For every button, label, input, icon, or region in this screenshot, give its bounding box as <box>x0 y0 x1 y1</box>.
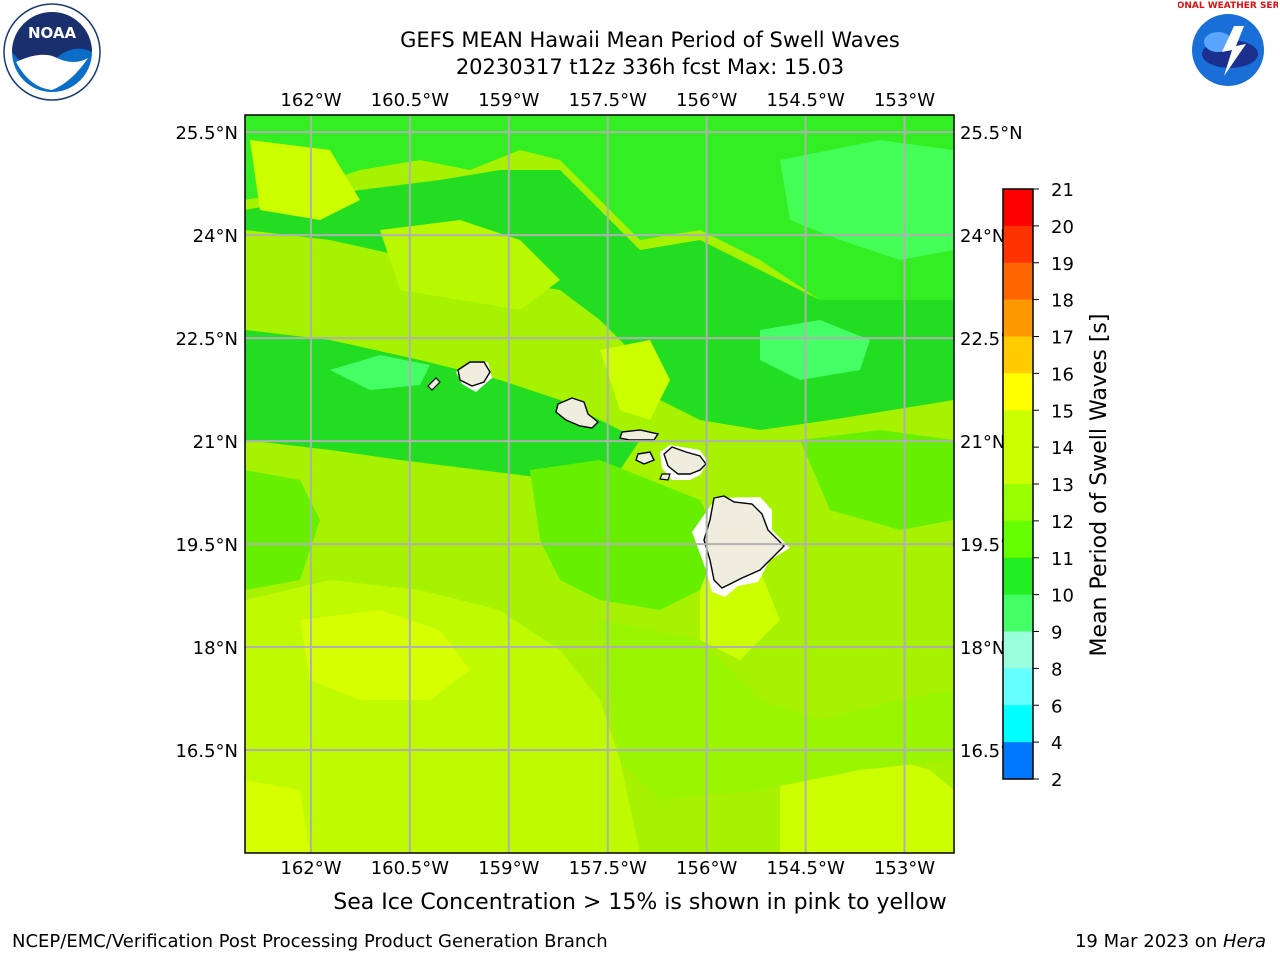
lon-labels-top: 162°W 160.5°W 159°W 157.5°W 156°W 154.5°W 153°… <box>280 90 935 111</box>
lon-tick-label: 153°W <box>874 858 935 879</box>
colorbar-segment <box>1003 484 1033 522</box>
colorbar-segment <box>1003 668 1033 706</box>
lon-tick-label: 162°W <box>280 90 341 111</box>
footer-date: 19 Mar 2023 on Hera <box>1075 931 1266 952</box>
colorbar-tick-label: 14 <box>1051 438 1074 459</box>
swell-period-field <box>245 115 954 853</box>
colorbar-tick-label: 19 <box>1051 254 1074 275</box>
colorbar-tick-label: 21 <box>1051 180 1074 201</box>
colorbar-segment <box>1003 410 1033 448</box>
colorbar-segment <box>1003 262 1033 301</box>
lat-tick-label: 21°N <box>960 432 1005 453</box>
lat-tick-label: 19.5°N <box>175 535 238 556</box>
colorbar-tick-label: 11 <box>1051 549 1074 570</box>
lon-tick-label: 157.5°W <box>569 858 648 879</box>
colorbar-tick-label: 6 <box>1051 696 1062 717</box>
noaa-logo-text: NOAA <box>28 24 77 42</box>
colorbar-tick-label: 16 <box>1051 364 1074 385</box>
footer-host: Hera <box>1222 931 1266 952</box>
sea-ice-caption: Sea Ice Concentration > 15% is shown in … <box>333 890 947 915</box>
lon-tick-label: 154.5°W <box>766 90 845 111</box>
colorbar-tick-label: 15 <box>1051 401 1074 422</box>
colorbar-segment <box>1003 447 1033 485</box>
lat-tick-label: 18°N <box>193 638 238 659</box>
noaa-logo: NOAA <box>2 2 102 102</box>
colorbar-segment <box>1003 705 1033 743</box>
lat-tick-label: 22.5°N <box>175 329 238 350</box>
colorbar-tick-label: 4 <box>1051 733 1062 754</box>
map-frame <box>244 114 955 854</box>
colorbar-segment <box>1003 742 1033 780</box>
colorbar-segment <box>1003 189 1033 227</box>
lat-tick-label: 21°N <box>193 432 238 453</box>
lon-tick-label: 154.5°W <box>766 858 845 879</box>
lon-tick-label: 160.5°W <box>371 90 450 111</box>
nws-logo-text: NATIONAL WEATHER SERVICE <box>1178 1 1278 11</box>
colorbar-tick-label: 10 <box>1051 586 1074 607</box>
lon-tick-label: 159°W <box>478 90 539 111</box>
map-title: GEFS MEAN Hawaii Mean Period of Swell Wa… <box>400 28 900 52</box>
map-gridlines <box>245 115 954 853</box>
colorbar-tick-label: 18 <box>1051 291 1074 312</box>
lon-tick-label: 162°W <box>280 858 341 879</box>
footer-branch: NCEP/EMC/Verification Post Processing Pr… <box>12 931 608 952</box>
colorbar-segment <box>1003 557 1033 596</box>
colorbar: 21 20 19 18 17 16 15 14 13 12 11 10 9 8 6 4 2 <box>1002 180 1074 791</box>
colorbar-segment <box>1003 631 1033 669</box>
lat-tick-label: 25.5°N <box>175 123 238 144</box>
map-subtitle: 20230317 t12z 336h fcst Max: 15.03 <box>455 55 845 79</box>
lon-labels-bottom: 162°W 160.5°W 159°W 157.5°W 156°W 154.5°W 153°… <box>280 858 935 879</box>
colorbar-segment <box>1003 299 1033 337</box>
lon-tick-label: 156°W <box>676 90 737 111</box>
nws-logo: NATIONAL WEATHER SERVICE <box>1153 0 1280 100</box>
colorbar-tick-label: 9 <box>1051 623 1062 644</box>
colorbar-tick-label: 2 <box>1051 770 1062 791</box>
colorbar-tick-label: 17 <box>1051 328 1074 349</box>
lat-labels-left: 25.5°N 24°N 22.5°N 21°N 19.5°N 18°N 16.5°N <box>175 123 238 762</box>
colorbar-segment <box>1003 594 1033 632</box>
colorbar-segment <box>1003 520 1033 559</box>
colorbar-tick-label: 13 <box>1051 475 1074 496</box>
lat-tick-label: 24°N <box>193 226 238 247</box>
colorbar-segment <box>1003 225 1033 264</box>
lon-tick-label: 156°W <box>676 858 737 879</box>
colorbar-tick-label: 20 <box>1051 217 1074 238</box>
hawaiian-islands <box>427 361 785 589</box>
colorbar-tick-label: 8 <box>1051 659 1062 680</box>
colorbar-tick-label: 12 <box>1051 512 1074 533</box>
lat-tick-label: 24°N <box>960 226 1005 247</box>
lon-tick-label: 159°W <box>478 858 539 879</box>
colorbar-segment <box>1003 336 1033 374</box>
lon-tick-label: 157.5°W <box>569 90 648 111</box>
footer-date-text: 19 Mar 2023 on <box>1074 931 1223 952</box>
lat-tick-label: 18°N <box>960 638 1005 659</box>
lat-tick-label: 16.5°N <box>175 741 238 762</box>
colorbar-label: Mean Period of Swell Waves [s] <box>1087 314 1112 657</box>
lat-tick-label: 25.5°N <box>960 123 1023 144</box>
lon-tick-label: 160.5°W <box>371 858 450 879</box>
lon-tick-label: 153°W <box>874 90 935 111</box>
colorbar-segment <box>1003 373 1033 411</box>
